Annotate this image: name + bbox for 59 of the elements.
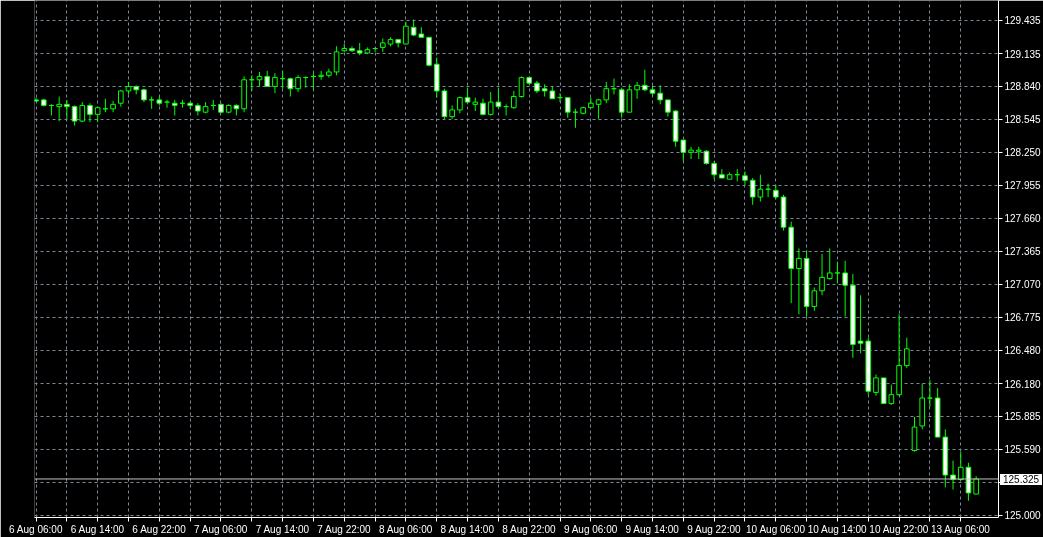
x-tick-label: 9 Aug 06:00 xyxy=(563,523,618,535)
candlestick xyxy=(564,97,571,119)
x-tick-label: 6 Aug 14:00 xyxy=(70,523,125,535)
y-tick-label: 129.135 xyxy=(1004,48,1042,60)
x-tick-label: 9 Aug 22:00 xyxy=(687,523,742,535)
x-tick-label: 10 Aug 14:00 xyxy=(807,523,868,535)
candlestick xyxy=(873,374,879,397)
candlestick xyxy=(195,102,201,117)
y-tick-label: 126.480 xyxy=(1004,345,1042,357)
candlestick xyxy=(819,253,825,296)
x-tick-label: 10 Aug 22:00 xyxy=(869,523,929,535)
x-tick-label: 8 Aug 06:00 xyxy=(378,523,433,535)
y-tick-label: 129.435 xyxy=(1004,15,1042,27)
candlestick xyxy=(64,99,70,120)
candlestick xyxy=(333,45,340,76)
candlestick xyxy=(842,260,848,318)
candlestick xyxy=(826,247,833,281)
candlestick xyxy=(834,261,841,284)
x-tick-label: 7 Aug 06:00 xyxy=(194,523,248,535)
y-tick-label: 126.180 xyxy=(1004,378,1042,390)
ref-line-label: 125.325 xyxy=(1000,473,1043,485)
y-tick-label: 126.775 xyxy=(1004,312,1042,324)
candlestick xyxy=(641,69,648,92)
y-tick-label: 125.590 xyxy=(1004,444,1042,456)
candlestick xyxy=(742,170,748,186)
candlestick xyxy=(588,97,594,109)
y-tick-label: 128.545 xyxy=(1004,114,1042,126)
candlestick xyxy=(688,146,694,160)
candlestick xyxy=(657,84,664,105)
x-tick-label: 8 Aug 22:00 xyxy=(502,523,557,535)
x-tick-label: 7 Aug 14:00 xyxy=(255,523,310,535)
candlestick xyxy=(349,45,355,53)
y-tick-label: 127.070 xyxy=(1004,279,1042,291)
candlestick xyxy=(87,102,93,123)
candlestick xyxy=(911,416,918,453)
y-tick-label: 127.955 xyxy=(1004,180,1042,192)
x-tick-label: 6 Aug 22:00 xyxy=(132,523,187,535)
y-tick-label: 125.000 xyxy=(1004,510,1042,522)
x-tick-label: 13 Aug 06:00 xyxy=(930,523,991,535)
x-tick-label: 6 Aug 06:00 xyxy=(9,523,63,535)
candlestick xyxy=(719,168,725,179)
x-tick-label: 10 Aug 06:00 xyxy=(746,523,806,535)
y-tick-label: 127.660 xyxy=(1004,213,1042,225)
candlestick xyxy=(403,21,409,45)
candlestick xyxy=(272,72,278,94)
candlestick xyxy=(903,337,910,369)
candlestick xyxy=(56,96,62,122)
y-tick-label: 127.365 xyxy=(1004,246,1042,258)
y-tick-label: 128.840 xyxy=(1004,81,1042,93)
x-tick-label: 8 Aug 14:00 xyxy=(440,523,495,535)
candlestick xyxy=(796,247,802,315)
y-tick-label: 125.885 xyxy=(1004,411,1042,423)
x-tick-label: 7 Aug 22:00 xyxy=(317,523,372,535)
x-tick-label: 9 Aug 14:00 xyxy=(625,523,680,535)
candlestick xyxy=(518,75,525,99)
candlestick xyxy=(603,81,610,104)
candlestick xyxy=(634,81,640,100)
y-tick-label: 128.250 xyxy=(1004,147,1042,159)
candlestick xyxy=(110,100,116,113)
